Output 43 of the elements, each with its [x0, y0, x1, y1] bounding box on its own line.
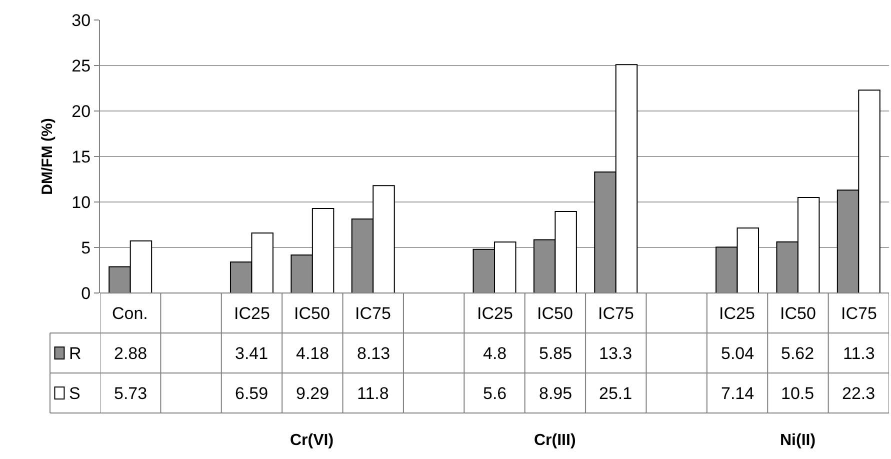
text: Cr(VI): [290, 432, 334, 449]
data-label: 6.59: [235, 384, 268, 403]
y-axis-title: DM/FM (%): [38, 118, 56, 195]
data-label: 5.73: [114, 384, 148, 403]
y-tick-label: 30: [72, 10, 91, 30]
x-tick-label: IC50: [294, 304, 330, 323]
y-tick-label: 10: [72, 192, 91, 212]
y-tick-label: 5: [81, 238, 91, 258]
x-tick-label: IC25: [477, 304, 513, 323]
data-label: 10.5: [781, 384, 814, 403]
text: Cr(III): [534, 432, 576, 449]
y-tick-label: 20: [72, 102, 91, 121]
data-label: 7.14: [721, 384, 754, 403]
x-tick-label: IC25: [234, 304, 270, 323]
data-label: 3.41: [235, 344, 268, 363]
data-label: 22.3: [842, 384, 876, 403]
x-tick-label: IC50: [780, 304, 816, 323]
x-tick-label: IC50: [537, 304, 573, 323]
data-label: 5.85: [539, 344, 572, 363]
data-label: 9.29: [296, 384, 330, 403]
data-label: 5.62: [781, 344, 814, 363]
x-tick-label: IC25: [719, 304, 755, 323]
x-tick-label: Con.: [112, 304, 148, 323]
x-tick-label: IC75: [841, 304, 877, 323]
data-label: 13.3: [599, 344, 632, 363]
x-tick-label: IC75: [598, 304, 634, 323]
data-label: 8.95: [539, 384, 572, 403]
y-tick-label: 25: [72, 56, 91, 76]
y-tick-label: 15: [72, 147, 91, 166]
data-label: 2.88: [114, 344, 148, 363]
y-tick-label: 0: [81, 284, 91, 303]
data-label: 11.3: [843, 344, 875, 363]
legend-label: S: [69, 384, 80, 403]
data-label: 4.8: [483, 344, 507, 363]
data-label: 5.6: [483, 384, 507, 403]
data-label: 8.13: [357, 344, 390, 363]
legend-label: R: [69, 344, 82, 363]
text: Ni(II): [780, 432, 816, 449]
data-label: 4.18: [296, 344, 330, 363]
data-label: 25.1: [599, 384, 632, 403]
data-label: 11.8: [357, 384, 389, 403]
x-tick-label: IC75: [355, 304, 391, 323]
data-label: 5.04: [721, 344, 754, 363]
